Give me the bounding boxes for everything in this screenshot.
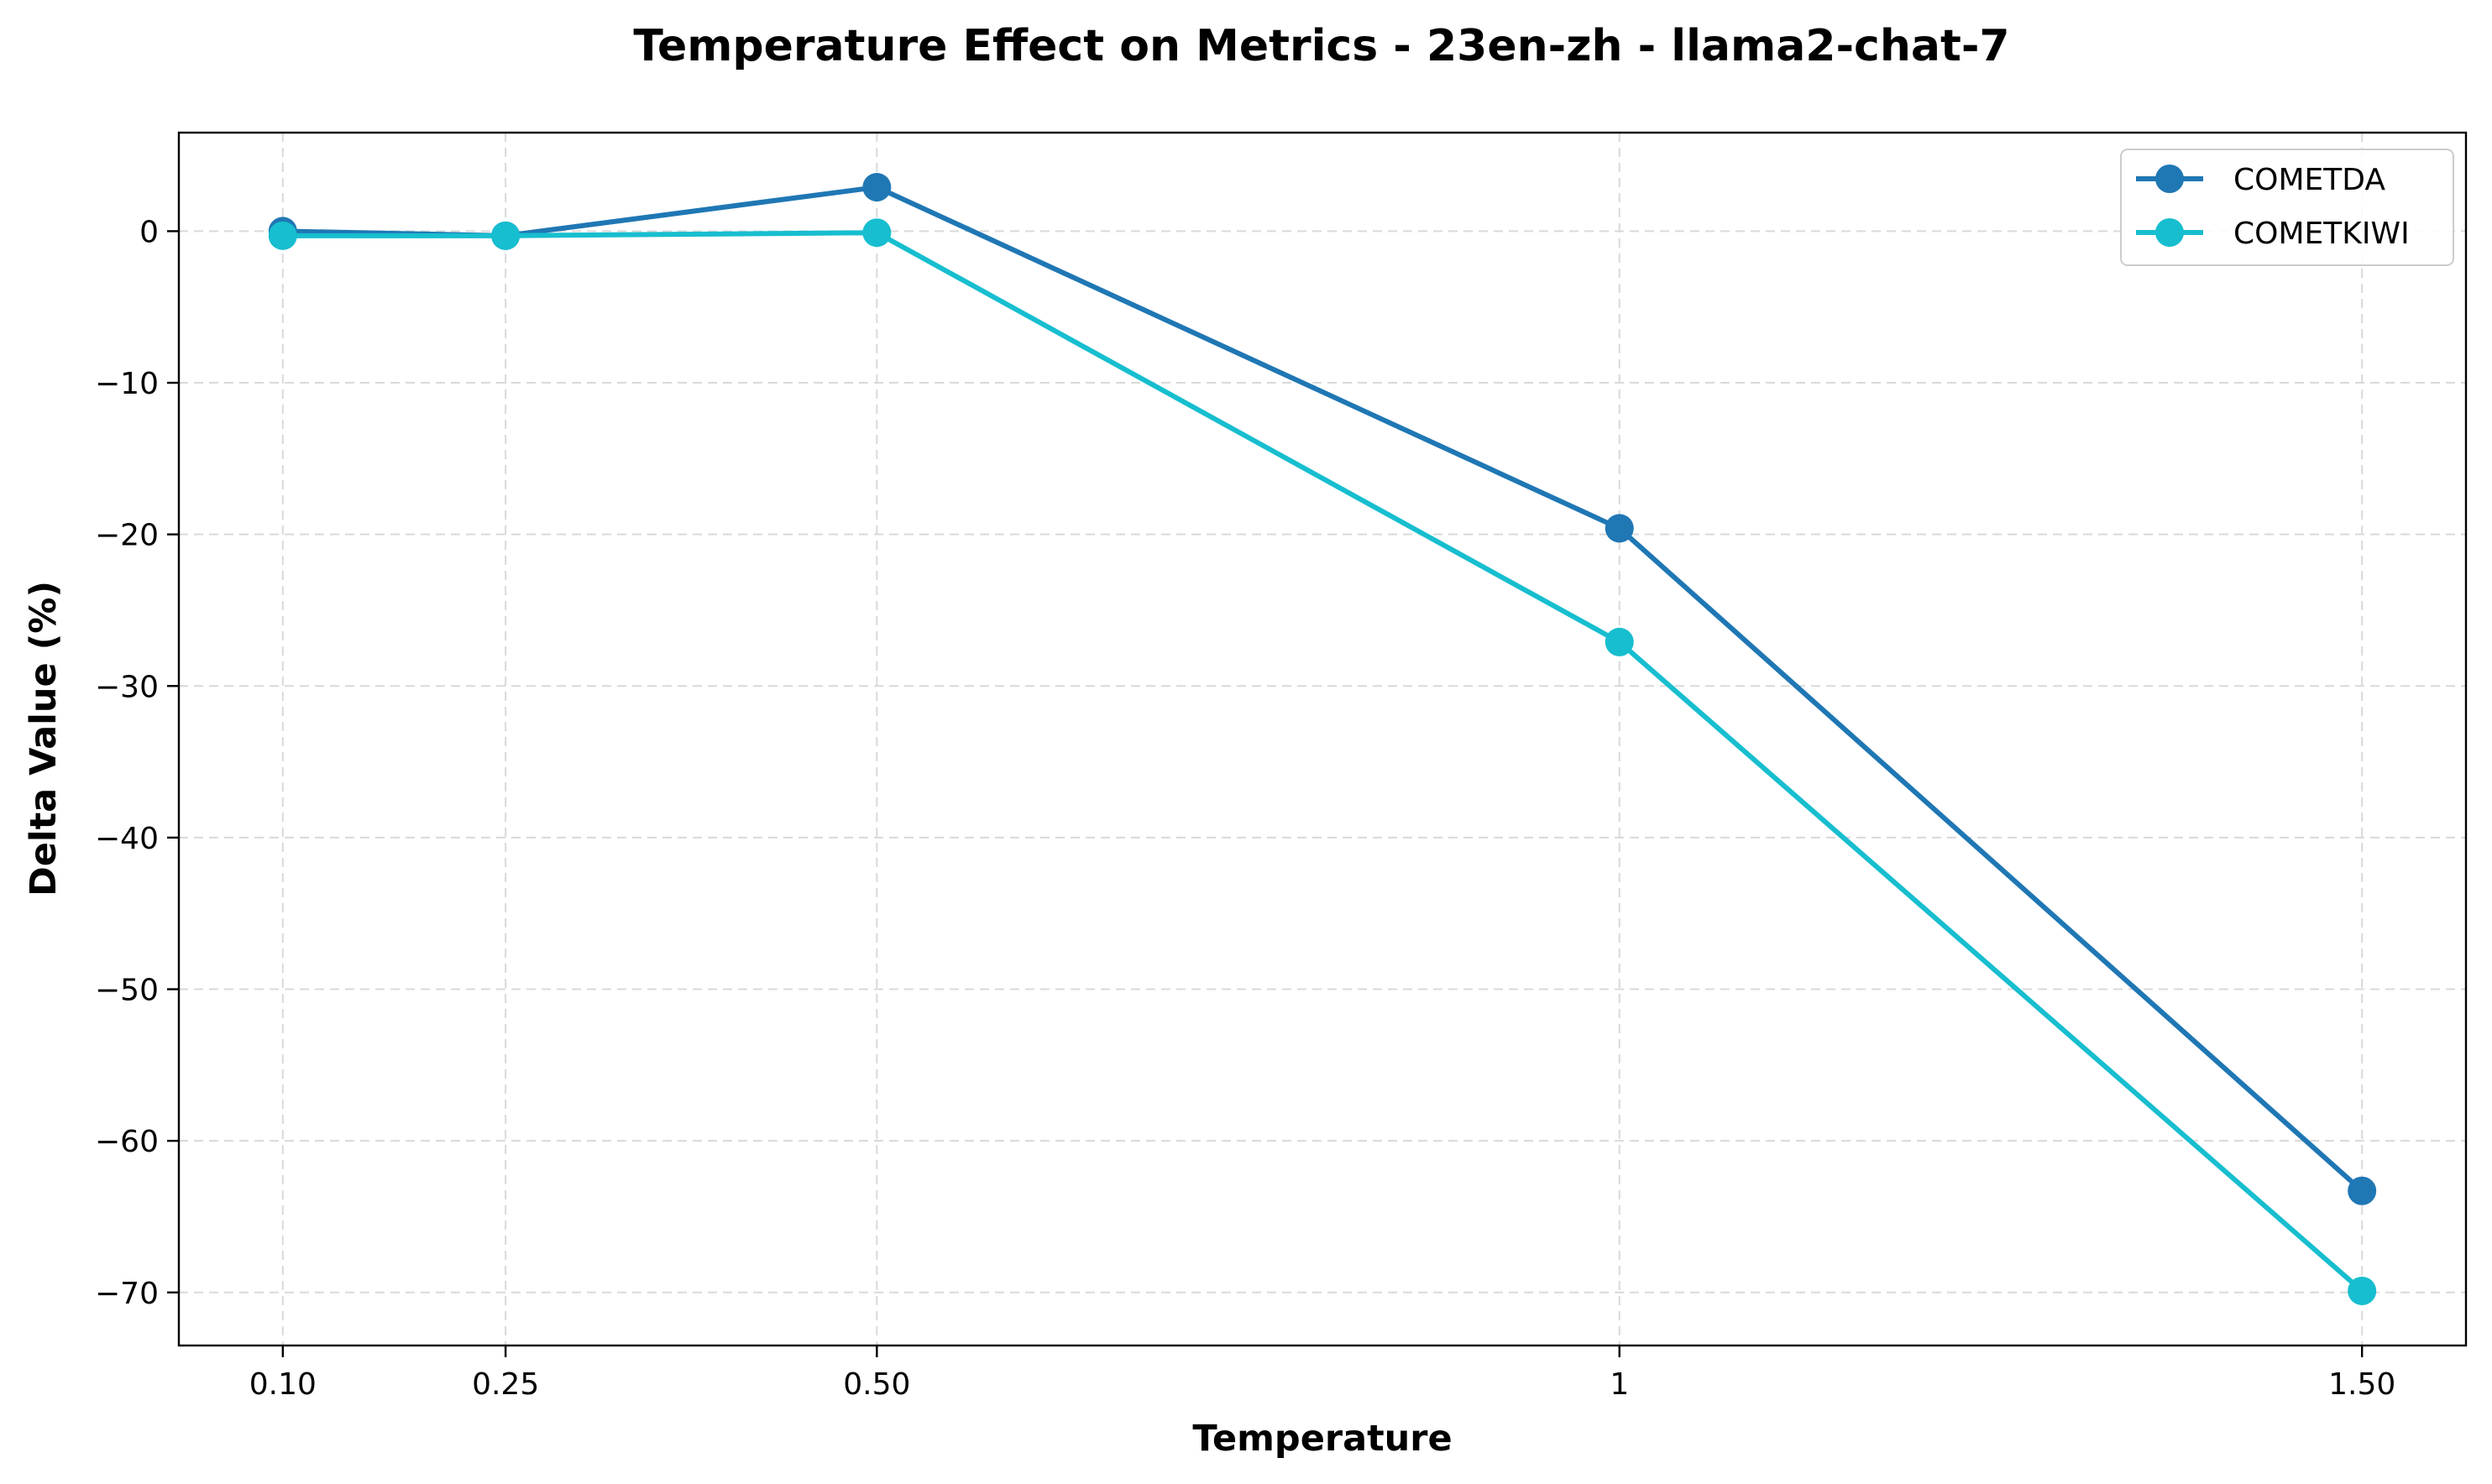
legend-marker-cometkiwi: [2155, 218, 2184, 247]
data-point-cometda: [2348, 1176, 2377, 1205]
x-axis-label: Temperature: [1192, 1418, 1452, 1460]
series-cometda: [268, 173, 2377, 1205]
y-tick-label: −30: [95, 670, 159, 704]
data-point-cometkiwi: [2348, 1276, 2377, 1305]
series-line-cometda: [280, 185, 2365, 1194]
y-tick-label: −40: [95, 822, 159, 856]
chart-title: Temperature Effect on Metrics - 23en-zh …: [633, 21, 2009, 71]
y-axis-ticks: 0 −10 −20 −30 −40 −50 −60 −70: [95, 215, 179, 1311]
y-tick-label: 0: [139, 215, 159, 249]
y-tick-label: −60: [95, 1125, 159, 1159]
series-cometkiwi: [268, 218, 2377, 1305]
y-tick-label: −70: [95, 1277, 159, 1311]
x-tick-label: 1.50: [2328, 1367, 2395, 1402]
y-axis-label: Delta Value (%): [23, 581, 65, 896]
y-tick-label: −20: [95, 519, 159, 553]
data-point-cometda: [1605, 514, 1634, 543]
legend-label-cometkiwi: COMETKIWI: [2233, 217, 2410, 251]
legend-marker-cometda: [2155, 165, 2184, 193]
y-tick-label: −10: [95, 367, 159, 401]
data-point-cometkiwi: [268, 221, 297, 250]
data-point-cometkiwi: [1605, 627, 1634, 656]
grid: [179, 133, 2466, 1346]
x-axis-ticks: 0.10 0.25 0.50 1 1.50: [249, 1346, 2395, 1402]
legend-box: [2120, 149, 2454, 266]
x-tick-label: 0.50: [843, 1367, 910, 1402]
plot-frame: [177, 131, 2468, 1347]
legend-label-cometda: COMETDA: [2233, 163, 2385, 197]
data-point-cometda: [862, 173, 892, 202]
x-tick-label: 0.25: [472, 1367, 539, 1402]
legend: COMETDA COMETKIWI: [2120, 149, 2454, 266]
plot-series: [268, 173, 2377, 1305]
y-tick-label: −50: [95, 974, 159, 1008]
data-point-cometkiwi: [491, 221, 521, 250]
x-tick-label: 1: [1610, 1367, 1629, 1402]
data-point-cometkiwi: [862, 218, 892, 248]
x-tick-label: 0.10: [249, 1367, 317, 1402]
